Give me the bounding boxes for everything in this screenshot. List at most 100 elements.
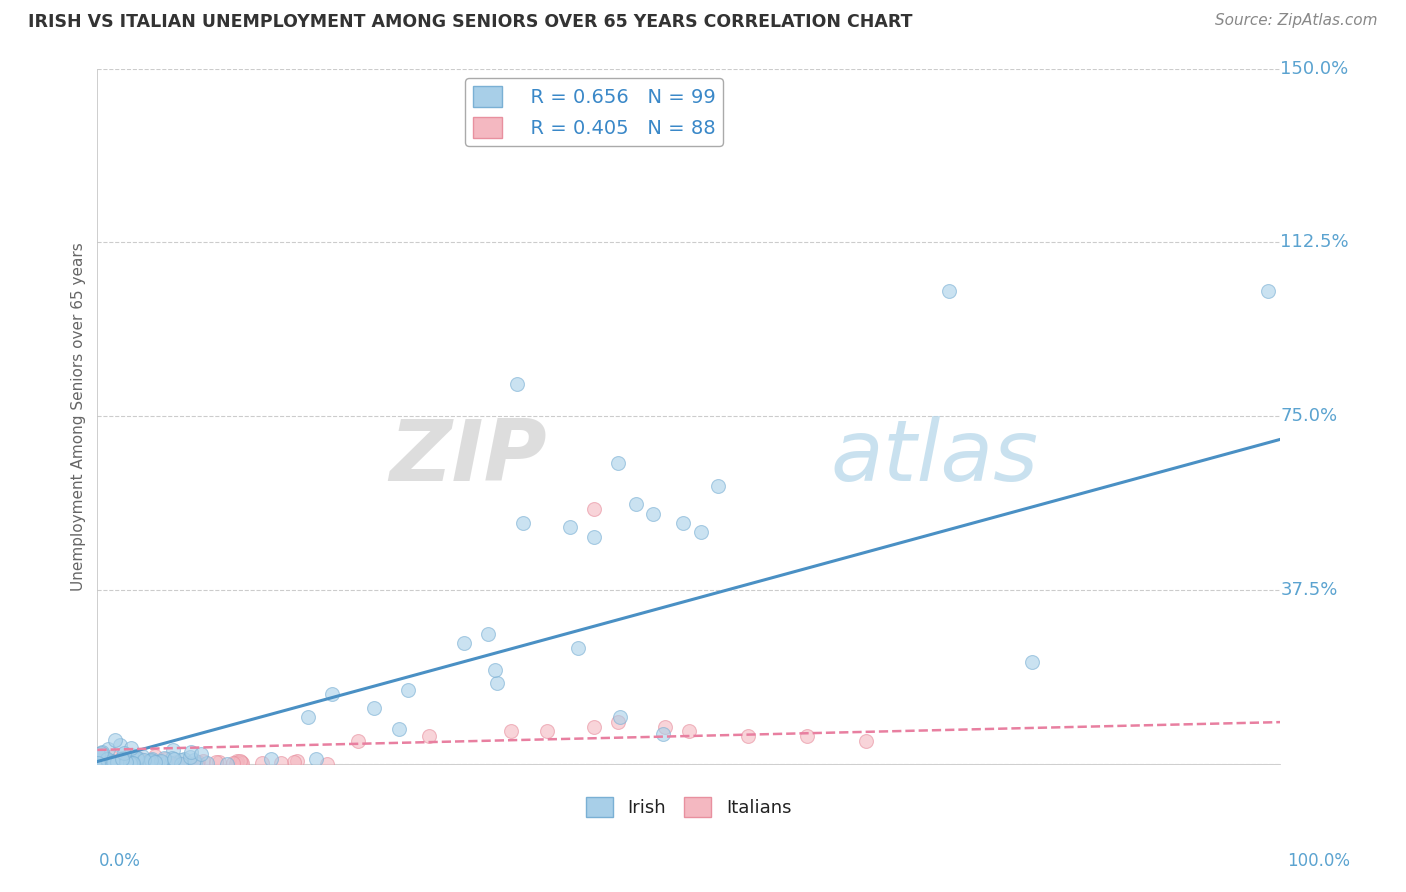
- Legend: Irish, Italians: Irish, Italians: [579, 790, 799, 824]
- Point: [103, 756, 125, 770]
- Point: [229, 754, 252, 768]
- Point: [252, 756, 274, 770]
- Point: [184, 756, 207, 770]
- Point: [117, 756, 139, 771]
- Point: [111, 756, 134, 770]
- Point: [208, 756, 231, 770]
- Point: [346, 733, 368, 747]
- Point: [643, 507, 665, 521]
- Point: [86, 756, 108, 771]
- Point: [138, 754, 160, 768]
- Point: [91, 756, 114, 771]
- Point: [167, 756, 190, 771]
- Point: [606, 715, 628, 730]
- Point: [606, 456, 628, 470]
- Point: [104, 732, 127, 747]
- Point: [363, 701, 385, 715]
- Point: [98, 756, 121, 771]
- Point: [115, 756, 138, 771]
- Point: [97, 754, 120, 768]
- Point: [150, 755, 173, 769]
- Point: [118, 756, 141, 770]
- Point: [94, 756, 117, 770]
- Point: [91, 746, 114, 760]
- Point: [177, 756, 200, 770]
- Point: [153, 751, 176, 765]
- Point: [120, 740, 142, 755]
- Point: [141, 751, 163, 765]
- Point: [143, 756, 166, 770]
- Point: [536, 724, 558, 739]
- Point: [132, 756, 155, 771]
- Point: [418, 729, 440, 743]
- Point: [506, 376, 529, 391]
- Point: [195, 756, 218, 770]
- Point: [477, 627, 499, 641]
- Point: [134, 755, 156, 769]
- Point: [283, 755, 305, 769]
- Point: [101, 756, 124, 771]
- Point: [672, 516, 695, 530]
- Point: [136, 755, 159, 769]
- Point: [142, 754, 165, 768]
- Point: [484, 663, 506, 677]
- Point: [127, 753, 149, 767]
- Point: [100, 754, 122, 768]
- Point: [134, 753, 156, 767]
- Point: [624, 497, 647, 511]
- Point: [297, 710, 319, 724]
- Text: Source: ZipAtlas.com: Source: ZipAtlas.com: [1215, 13, 1378, 29]
- Point: [105, 756, 128, 770]
- Point: [567, 640, 589, 655]
- Point: [87, 747, 110, 762]
- Point: [87, 753, 110, 767]
- Point: [512, 516, 534, 530]
- Point: [145, 755, 167, 769]
- Point: [170, 756, 193, 771]
- Point: [162, 752, 184, 766]
- Text: ZIP: ZIP: [389, 417, 547, 500]
- Point: [204, 755, 226, 769]
- Point: [103, 755, 125, 769]
- Point: [485, 675, 508, 690]
- Point: [138, 755, 160, 769]
- Point: [183, 753, 205, 767]
- Point: [89, 755, 111, 769]
- Point: [115, 756, 138, 770]
- Point: [87, 756, 110, 771]
- Point: [135, 756, 157, 771]
- Point: [89, 753, 111, 767]
- Point: [678, 724, 700, 739]
- Point: [654, 720, 676, 734]
- Point: [111, 751, 134, 765]
- Point: [190, 747, 212, 761]
- Point: [1021, 655, 1043, 669]
- Point: [187, 755, 209, 769]
- Point: [160, 756, 183, 770]
- Text: 150.0%: 150.0%: [1281, 60, 1348, 78]
- Point: [120, 756, 142, 770]
- Point: [100, 756, 122, 770]
- Point: [97, 755, 120, 769]
- Point: [111, 755, 134, 769]
- Point: [143, 755, 166, 769]
- Point: [120, 747, 142, 762]
- Text: IRISH VS ITALIAN UNEMPLOYMENT AMONG SENIORS OVER 65 YEARS CORRELATION CHART: IRISH VS ITALIAN UNEMPLOYMENT AMONG SENI…: [28, 13, 912, 31]
- Point: [217, 756, 239, 771]
- Point: [90, 746, 112, 760]
- Text: 112.5%: 112.5%: [1281, 234, 1348, 252]
- Point: [97, 756, 120, 770]
- Point: [396, 682, 419, 697]
- Point: [97, 756, 120, 770]
- Point: [112, 756, 135, 771]
- Point: [166, 756, 188, 771]
- Point: [87, 756, 110, 771]
- Point: [110, 756, 132, 770]
- Point: [93, 754, 115, 768]
- Point: [96, 756, 118, 770]
- Point: [689, 525, 711, 540]
- Point: [583, 720, 606, 734]
- Point: [155, 756, 177, 771]
- Point: [96, 752, 118, 766]
- Point: [131, 756, 153, 770]
